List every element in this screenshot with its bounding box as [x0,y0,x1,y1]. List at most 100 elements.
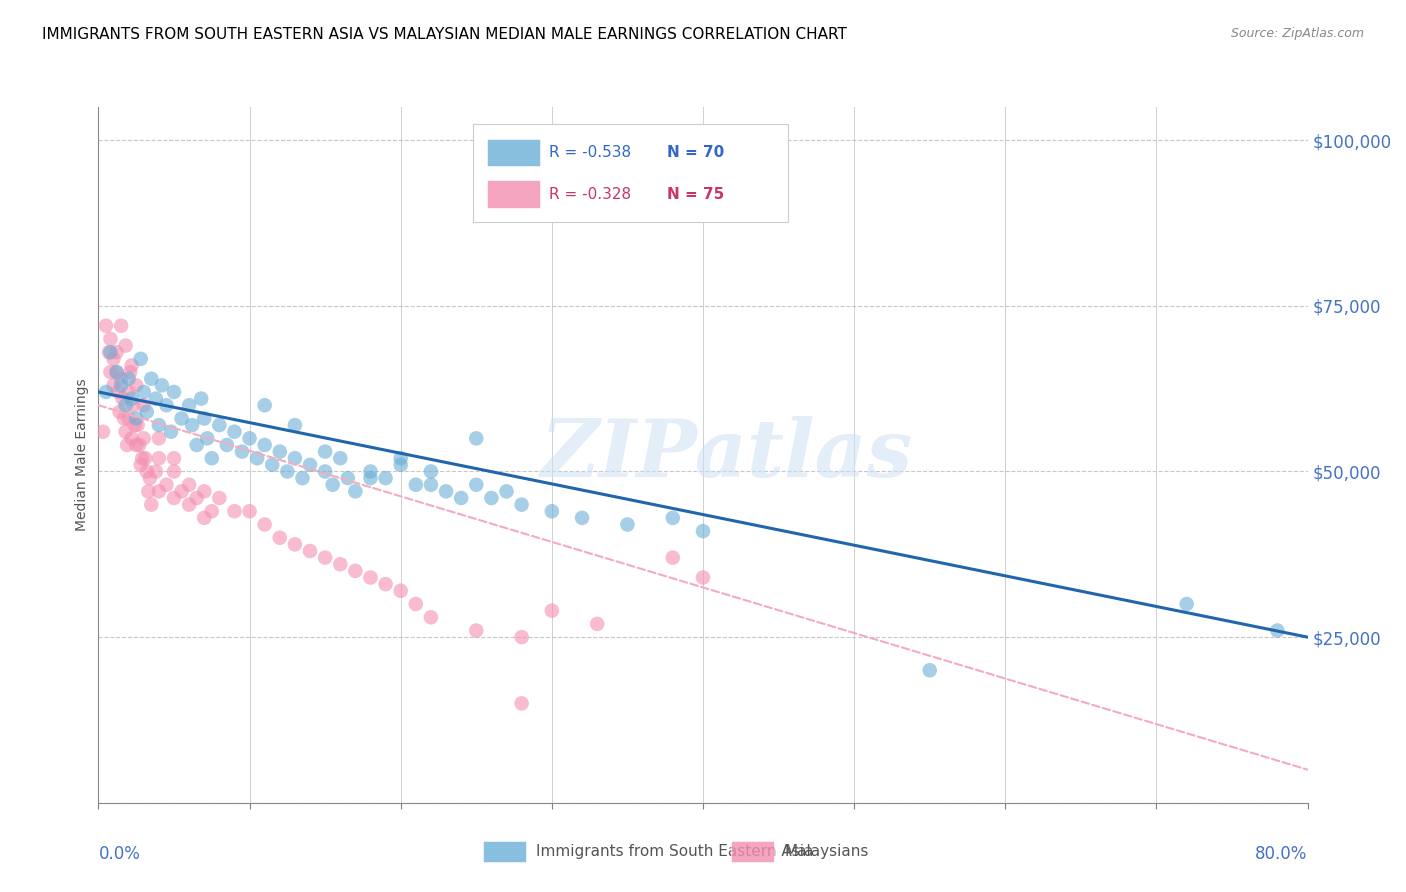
Point [692,524,714,538]
Point [224,425,246,439]
Text: N = 70: N = 70 [666,145,724,160]
Point [389,583,412,598]
Point [495,484,517,499]
Point [1267,624,1289,638]
Point [389,458,412,472]
Point [291,471,314,485]
Point [91,425,114,439]
Point [163,384,186,399]
Point [344,484,367,499]
Point [170,411,193,425]
Point [405,597,427,611]
Point [336,471,359,485]
Point [111,392,134,406]
Text: Source: ZipAtlas.com: Source: ZipAtlas.com [1230,27,1364,40]
Point [170,484,193,499]
Point [195,431,218,445]
Point [420,477,443,491]
Point [662,550,685,565]
Point [129,351,152,366]
Point [94,384,117,399]
Point [186,491,208,505]
Text: ZIPatlas: ZIPatlas [541,417,914,493]
Point [103,378,125,392]
Point [329,558,352,572]
Point [98,345,121,359]
Point [208,491,231,505]
Point [360,465,382,479]
Point [179,398,201,412]
Point [253,517,276,532]
Point [299,458,322,472]
Point [239,504,262,518]
Point [360,570,382,584]
Point [94,318,117,333]
Point [262,458,284,472]
Point [118,372,141,386]
Point [510,630,533,644]
FancyBboxPatch shape [731,841,775,862]
Text: N = 75: N = 75 [666,186,724,202]
Point [269,531,291,545]
Point [322,477,344,491]
Point [465,431,488,445]
Point [571,511,593,525]
Point [100,345,122,359]
Point [148,418,170,433]
Text: 80.0%: 80.0% [1256,845,1308,863]
Point [465,624,488,638]
Point [510,498,533,512]
Point [540,504,562,518]
Point [132,431,155,445]
Point [208,418,231,433]
Point [253,438,276,452]
Point [107,384,129,399]
Point [114,398,136,412]
Point [114,425,136,439]
Point [314,465,336,479]
Point [118,411,141,425]
Point [540,604,562,618]
Point [136,484,159,499]
Point [181,418,204,433]
Point [115,438,138,452]
Point [405,477,427,491]
Point [193,484,215,499]
Point [121,431,143,445]
Point [616,517,638,532]
Point [125,411,148,425]
Point [314,444,336,458]
Point [132,398,155,412]
Point [269,444,291,458]
Point [128,438,150,452]
Point [132,384,155,399]
Point [481,491,503,505]
FancyBboxPatch shape [474,124,787,222]
Point [374,471,396,485]
Point [179,498,201,512]
Point [284,418,307,433]
Point [127,418,149,433]
Point [201,451,224,466]
Point [121,392,143,406]
Point [344,564,367,578]
Point [118,384,141,399]
Point [918,663,941,677]
Point [179,477,201,491]
Point [160,425,183,439]
Point [510,697,533,711]
Point [141,372,163,386]
Point [253,398,276,412]
Point [100,332,122,346]
Point [110,318,132,333]
Y-axis label: Median Male Earnings: Median Male Earnings [76,378,90,532]
Point [374,577,396,591]
Point [114,338,136,352]
Point [122,398,145,412]
Point [284,537,307,551]
Point [139,471,162,485]
Text: 0.0%: 0.0% [98,845,141,863]
Point [190,392,212,406]
Point [239,431,262,445]
Point [148,431,170,445]
